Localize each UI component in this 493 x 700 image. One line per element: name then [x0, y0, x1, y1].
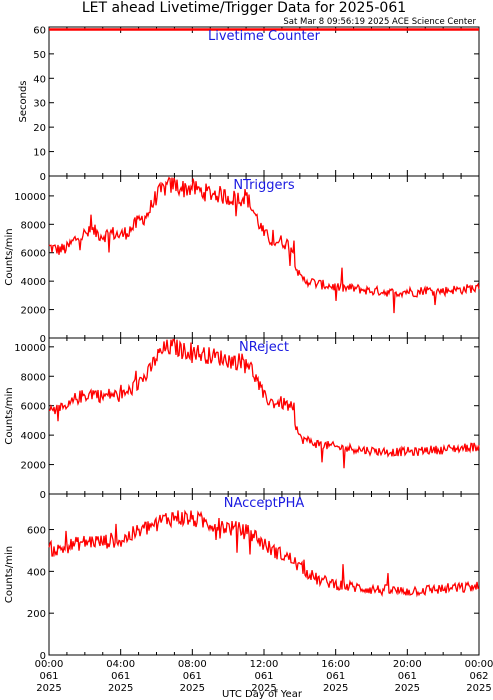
y-tick-label: 8000: [21, 220, 46, 231]
x-tick-label-time: 20:00: [393, 659, 422, 670]
y-tick-label: 600: [27, 526, 46, 537]
x-tick-label-time: 12:00: [250, 659, 279, 670]
y-tick-label: 8000: [21, 372, 46, 383]
panel-ntriggers: 0 2000 4000 6000 8000 10000 Counts/min NTrigger…: [4, 175, 480, 345]
y-tick-label: 30: [33, 99, 46, 110]
y-tick-label: 20: [33, 123, 46, 134]
y-axis-label-ntriggers: Counts/min: [4, 228, 15, 285]
y-axis-label-livetime-counter: Seconds: [18, 80, 29, 122]
y-tick-label: 0: [40, 172, 46, 183]
x-tick-label-time: 00:00: [465, 659, 493, 670]
x-axis-label: UTC Day of Year: [222, 689, 303, 700]
x-tick-label-year: 2025: [466, 683, 491, 694]
plot-frame-livetime-counter: [48, 26, 480, 177]
y-tick-label: 2000: [21, 306, 46, 317]
y-tick-label: 50: [33, 50, 46, 61]
x-tick-label-time: 16:00: [321, 659, 350, 670]
y-tick-label: 4000: [21, 277, 46, 288]
y-tick-label: 0: [40, 651, 46, 662]
figure-subtitle: Sat Mar 8 09:56:19 2025 ACE Science Cent…: [283, 17, 476, 27]
plot-frame-nreject: [48, 337, 480, 495]
panel-title-nreject: NReject: [239, 340, 289, 355]
x-tick-label-year: 2025: [36, 683, 61, 694]
x-tick-label-doy: 061: [254, 671, 273, 682]
y-tick-label: 6000: [21, 249, 46, 260]
y-tick-label: 60: [33, 25, 46, 36]
y-tick-label: 10000: [14, 192, 46, 203]
y-axis-label-nacceptpha: Counts/min: [4, 546, 15, 603]
y-tick-label: 400: [27, 567, 46, 578]
y-axis-label-nreject: Counts/min: [4, 387, 15, 444]
panel-title-ntriggers: NTriggers: [233, 178, 295, 193]
panel-nacceptpha: 0 200 400 600 Counts/min NAcceptPHA: [4, 493, 480, 662]
x-tick-label-time: 04:00: [106, 659, 135, 670]
x-tick-label-doy: 061: [111, 671, 130, 682]
y-tick-label: 10: [33, 148, 46, 159]
x-tick-label-time: 08:00: [178, 659, 207, 670]
y-tick-label: 40: [33, 74, 46, 85]
x-tick-labels: 00:00061202504:00061202508:00061202512:0…: [35, 659, 493, 694]
x-tick-label-doy: 061: [39, 671, 58, 682]
series-line-nacceptpha: [48, 509, 480, 598]
y-tick-label: 10000: [14, 343, 46, 354]
y-tick-label: 200: [27, 609, 46, 620]
y-tick-label: 6000: [21, 402, 46, 413]
plot-frame-nacceptpha: [48, 493, 480, 656]
x-tick-label-year: 2025: [323, 683, 348, 694]
series-line-nreject: [48, 338, 480, 469]
y-tick-label: 0: [40, 334, 46, 345]
y-tick-label: 0: [40, 490, 46, 501]
y-tick-label: 4000: [21, 431, 46, 442]
panel-livetime-counter: 0 10 20 30 40 50 60 Seconds Livetime Counter: [18, 25, 480, 183]
x-tick-label-doy: 061: [326, 671, 345, 682]
figure-title: LET ahead Livetime/Trigger Data for 2025…: [82, 0, 406, 16]
x-tick-label-year: 2025: [251, 683, 276, 694]
x-tick-label-time: 00:00: [35, 659, 64, 670]
panel-nreject: 0 2000 4000 6000 8000 10000 Counts/min NReject: [4, 337, 480, 501]
x-tick-label-doy: 061: [183, 671, 202, 682]
plot-frame-ntriggers: [48, 175, 480, 339]
x-tick-label-year: 2025: [395, 683, 420, 694]
panel-title-nacceptpha: NAcceptPHA: [224, 496, 305, 511]
panel-title-livetime-counter: Livetime Counter: [208, 29, 321, 44]
y-tick-label: 2000: [21, 461, 46, 472]
series-line-ntriggers: [48, 176, 480, 314]
x-tick-label-doy: 061: [398, 671, 417, 682]
x-tick-label-year: 2025: [108, 683, 133, 694]
x-tick-label-year: 2025: [180, 683, 205, 694]
x-tick-label-doy: 062: [469, 671, 488, 682]
